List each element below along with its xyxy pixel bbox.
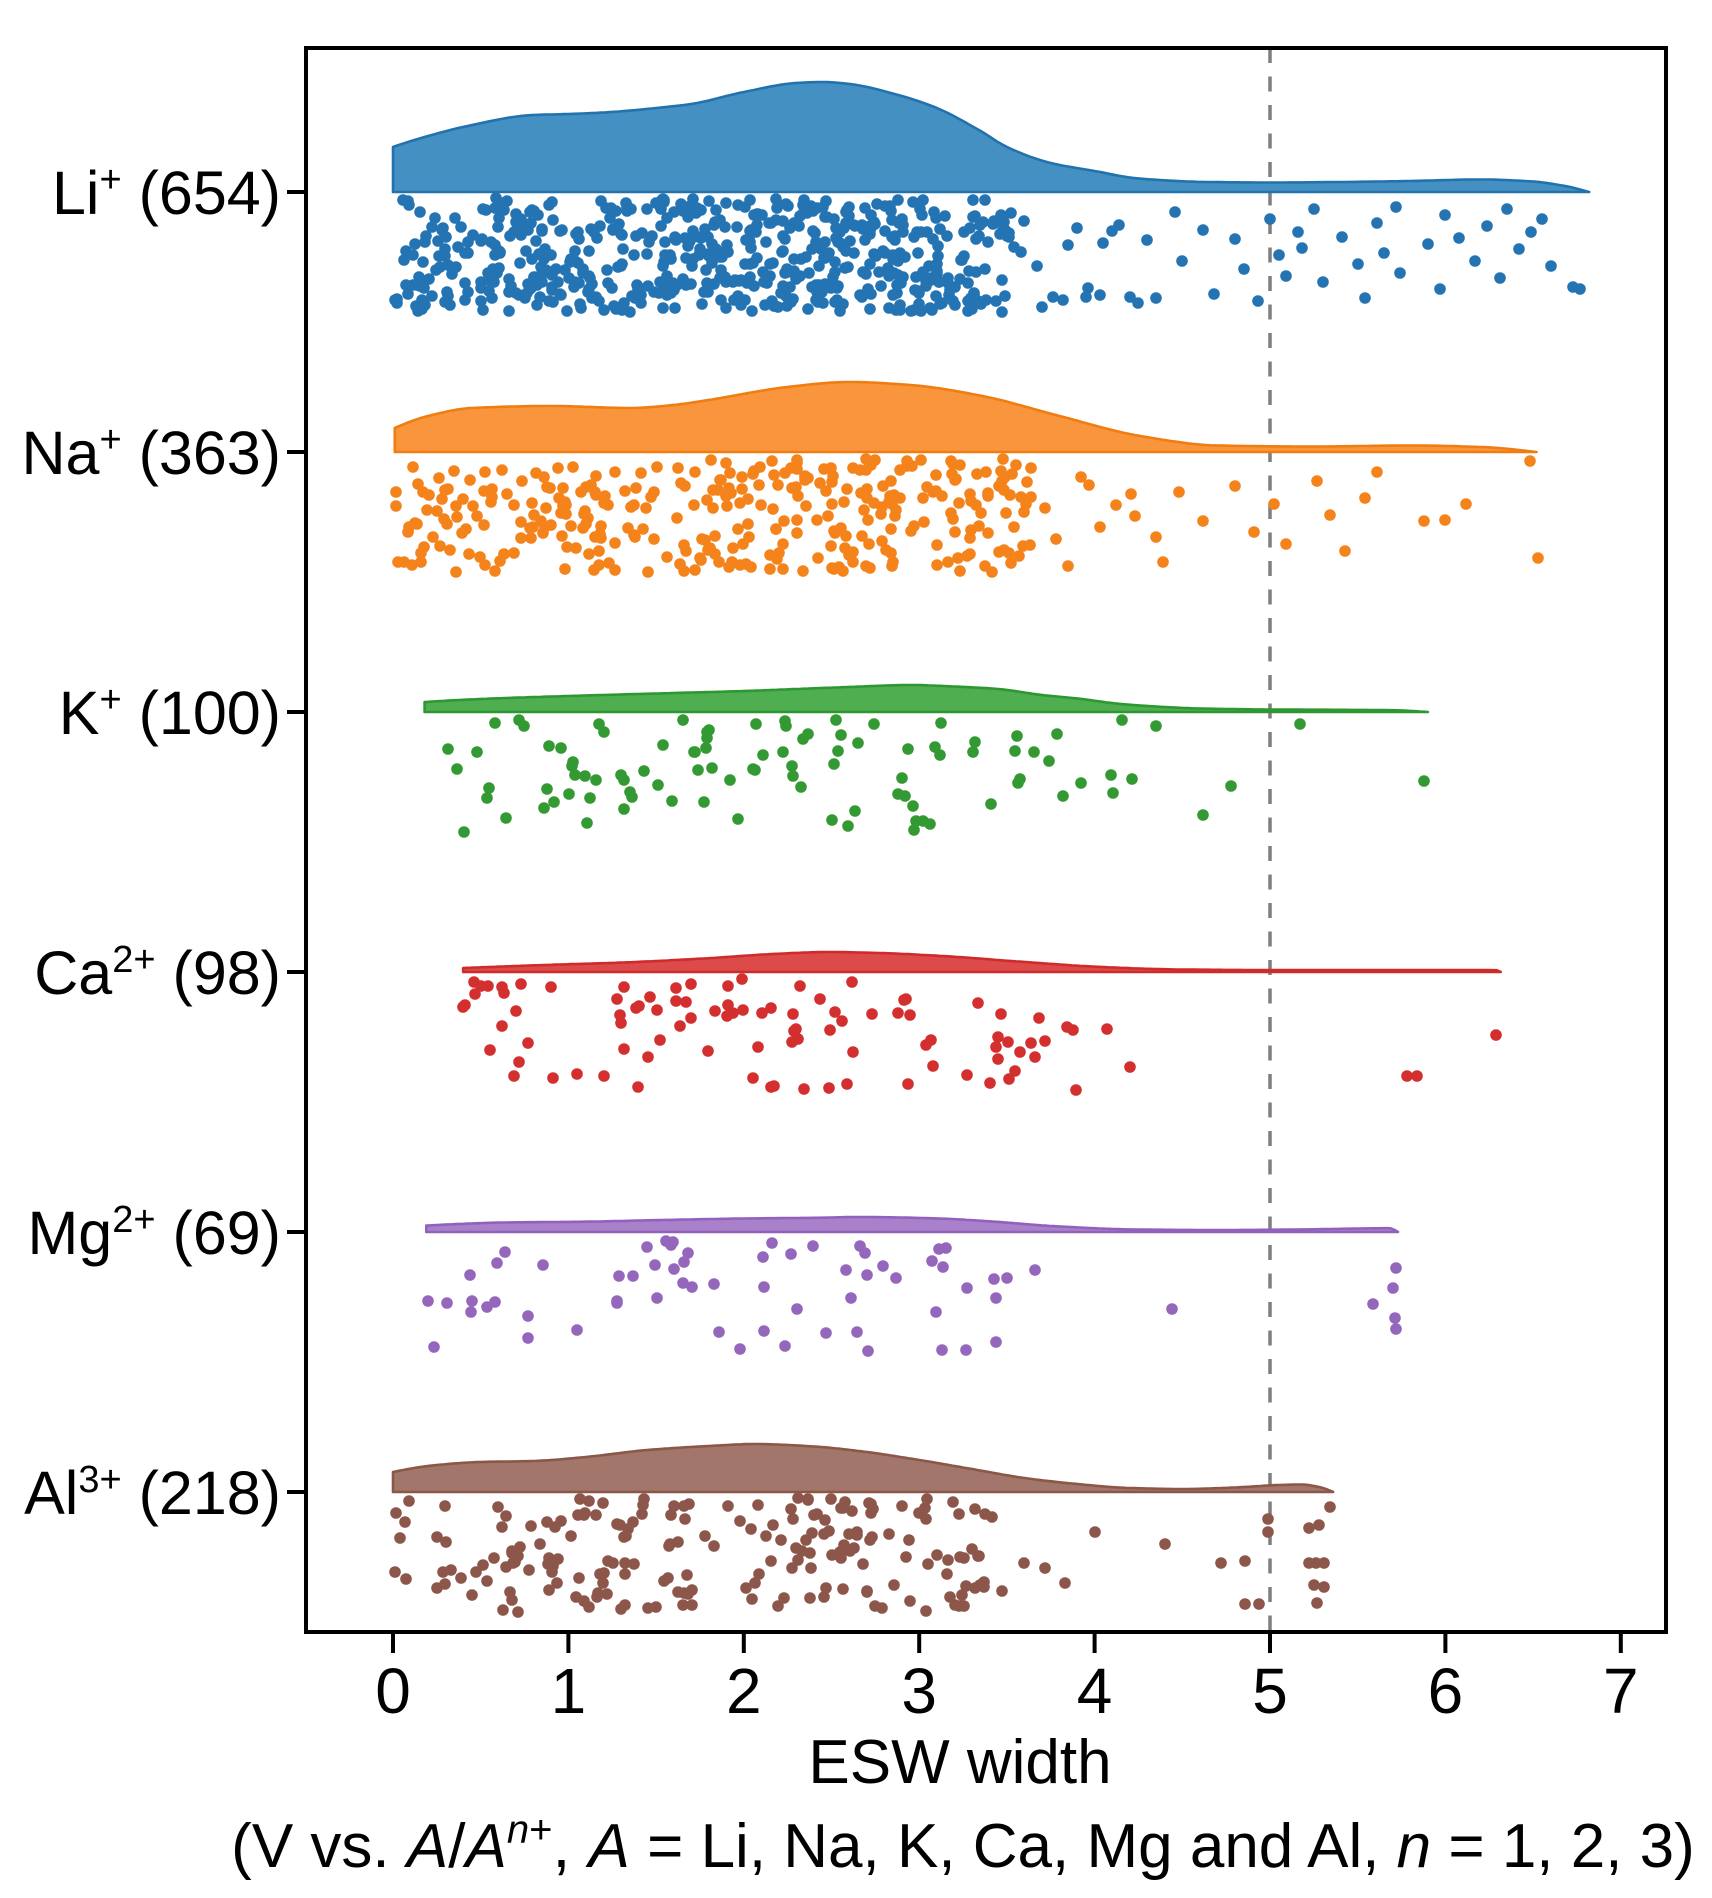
svg-text:3: 3 xyxy=(901,1655,937,1727)
svg-text:0: 0 xyxy=(375,1655,411,1727)
svg-text:K+ (100): K+ (100) xyxy=(59,679,281,747)
svg-text:ESW width: ESW width xyxy=(808,1728,1111,1797)
svg-text:1: 1 xyxy=(551,1655,587,1727)
svg-text:Mg2+ (69): Mg2+ (69) xyxy=(27,1199,281,1267)
svg-text:2: 2 xyxy=(726,1655,762,1727)
svg-text:4: 4 xyxy=(1077,1655,1113,1727)
svg-text:Na+ (363): Na+ (363) xyxy=(21,419,281,487)
svg-text:7: 7 xyxy=(1603,1655,1639,1727)
svg-text:6: 6 xyxy=(1428,1655,1464,1727)
svg-text:5: 5 xyxy=(1252,1655,1288,1727)
svg-text:(V vs. A/An+, A = Li, Na, K, C: (V vs. A/An+, A = Li, Na, K, Ca, Mg and … xyxy=(231,1808,1695,1881)
svg-text:Li+ (654): Li+ (654) xyxy=(52,159,281,227)
svg-text:Ca2+ (98): Ca2+ (98) xyxy=(34,939,281,1007)
svg-text:Al3+ (218): Al3+ (218) xyxy=(24,1459,281,1527)
